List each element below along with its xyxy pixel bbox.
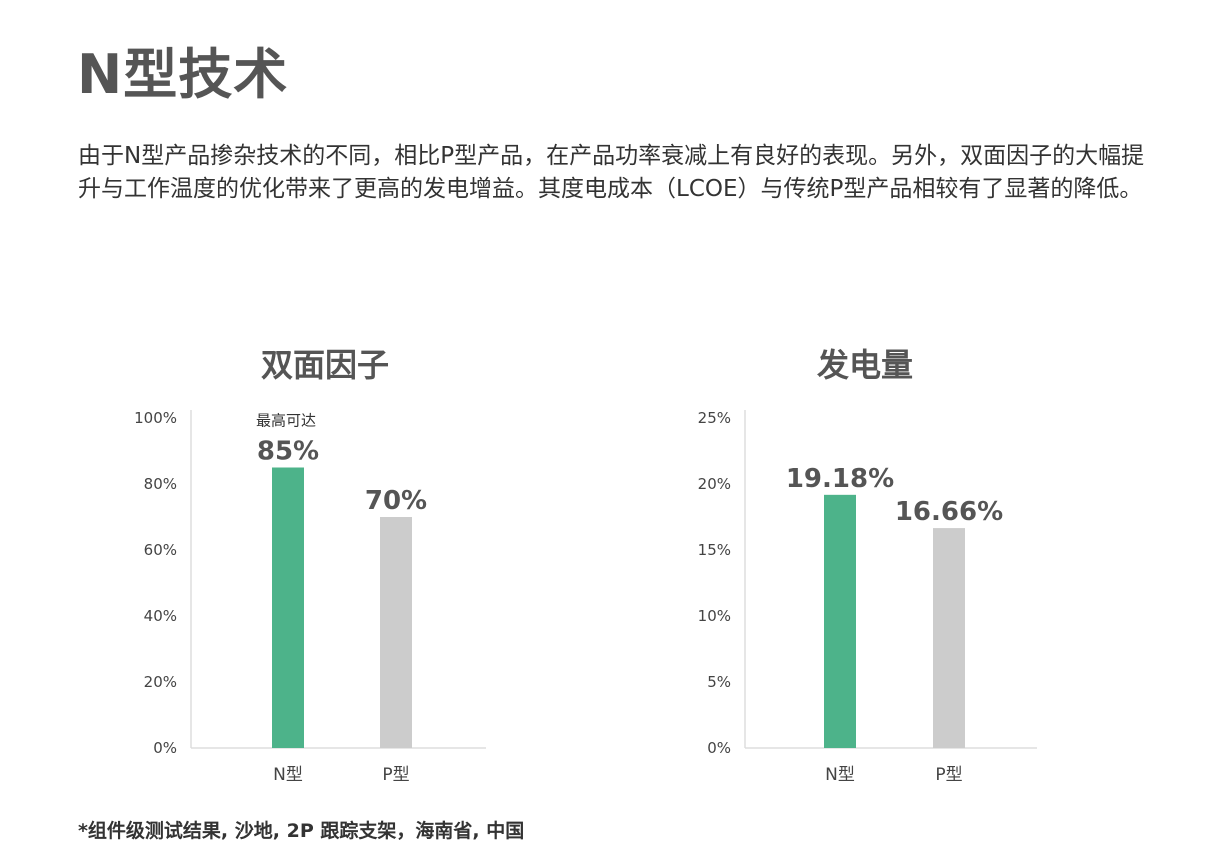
category-label: N型 (825, 765, 855, 785)
bar-annotation: 最高可达 (256, 412, 316, 430)
category-label: P型 (382, 765, 409, 785)
bar (933, 528, 965, 748)
bar (824, 494, 856, 748)
y-tick-label: 80% (144, 475, 177, 493)
y-tick-label: 60% (144, 541, 177, 559)
y-tick-label: 100% (134, 409, 177, 427)
bifacial-factor-chart: 双面因子 0% 20% 40% 60% 80% 100% 85% N型 最高可达 70% P型 (40, 330, 580, 800)
energy-yield-chart: 发电量 0% 5% 10% 15% 20% 25% 19.18% N型 16.66% P型 (600, 330, 1140, 800)
y-tick-label: 40% (144, 607, 177, 625)
y-tick-label: 20% (144, 673, 177, 691)
footnote: *组件级测试结果, 沙地, 2P 跟踪支架，海南省, 中国 (78, 820, 525, 842)
energy-yield-plot: 0% 5% 10% 15% 20% 25% 19.18% N型 16.66% P型 (698, 409, 1037, 785)
y-tick-label: 10% (698, 607, 731, 625)
page-title: N型技术 (77, 43, 289, 106)
intro-paragraph: 由于N型产品掺杂技术的不同，相比P型产品，在产品功率衰减上有良好的表现。另外，双… (78, 143, 1145, 202)
y-tick-label: 20% (698, 475, 731, 493)
y-tick-label: 15% (698, 541, 731, 559)
y-tick-label: 0% (153, 739, 177, 757)
chart-title: 双面因子 (260, 346, 389, 384)
bar-value-label: 70% (365, 486, 427, 516)
category-label: N型 (273, 765, 303, 785)
y-tick-label: 5% (707, 673, 731, 691)
bar-value-label: 85% (257, 437, 319, 467)
bifacial-factor-plot: 0% 20% 40% 60% 80% 100% 85% N型 最高可达 70% P型 (134, 409, 486, 785)
y-tick-label: 0% (707, 739, 731, 757)
chart-title: 发电量 (816, 346, 913, 384)
bar (380, 517, 412, 748)
bar-value-label: 19.18% (786, 464, 894, 494)
y-tick-label: 25% (698, 409, 731, 427)
bar-value-label: 16.66% (895, 497, 1003, 527)
category-label: P型 (935, 765, 962, 785)
bar (272, 467, 304, 748)
